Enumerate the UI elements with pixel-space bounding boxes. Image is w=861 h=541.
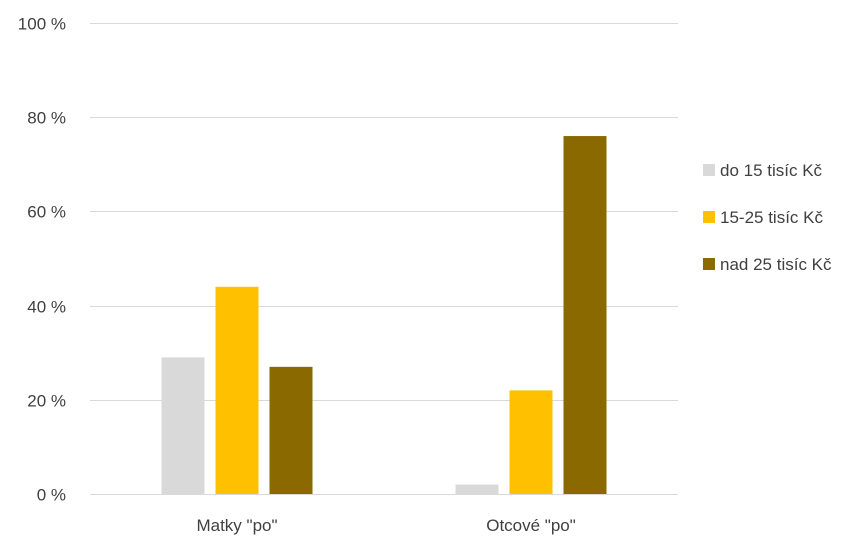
- y-tick-label: 60 %: [27, 203, 66, 222]
- bar-series-0-category-0: [161, 357, 205, 494]
- x-axis-tick-labels: Matky "po" Otcové "po": [196, 516, 575, 535]
- y-tick-label: 40 %: [27, 298, 66, 317]
- bars: [161, 136, 607, 495]
- legend-swatch: [703, 164, 715, 176]
- legend-swatch: [703, 258, 715, 270]
- y-tick-label: 20 %: [27, 392, 66, 411]
- y-axis-tick-labels: 0 % 20 % 40 % 60 % 80 % 100 %: [18, 15, 66, 505]
- bar-series-1-category-0: [215, 286, 259, 494]
- y-tick-label: 80 %: [27, 109, 66, 128]
- legend: do 15 tisíc Kč 15-25 tisíc Kč nad 25 tisíc…: [703, 161, 832, 274]
- bar-series-2-category-1: [563, 136, 607, 495]
- bar-series-1-category-1: [509, 390, 553, 494]
- legend-label: nad 25 tisíc Kč: [720, 255, 832, 274]
- legend-swatch: [703, 211, 715, 223]
- x-tick-label: Matky "po": [196, 516, 277, 535]
- bar-series-2-category-0: [269, 366, 313, 494]
- x-tick-label: Otcové "po": [486, 516, 576, 535]
- y-tick-label: 0 %: [37, 486, 66, 505]
- bar-series-0-category-1: [455, 484, 499, 494]
- y-tick-label: 100 %: [18, 15, 66, 34]
- legend-label: do 15 tisíc Kč: [720, 161, 823, 180]
- legend-label: 15-25 tisíc Kč: [720, 208, 823, 227]
